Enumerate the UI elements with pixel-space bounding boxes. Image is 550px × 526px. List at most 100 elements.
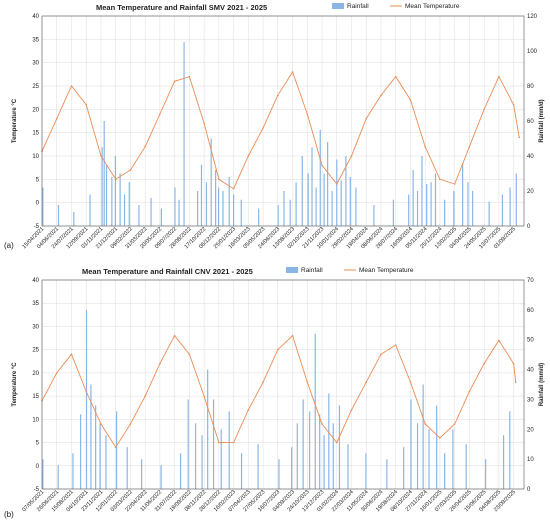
rainfall-bar	[291, 447, 293, 489]
temperature-point	[424, 145, 426, 148]
rainfall-bar	[115, 411, 118, 489]
temperature-point	[203, 122, 205, 125]
temperature-point	[144, 395, 146, 397]
temperature-point	[232, 187, 235, 190]
rainfall-bar	[119, 173, 121, 226]
temperature-point	[129, 423, 132, 425]
rainfall-bar	[444, 199, 446, 226]
temperature-point	[291, 334, 294, 337]
rainfall-bar	[57, 205, 60, 226]
rainfall-bar	[319, 129, 321, 226]
rainfall-bar	[179, 453, 182, 489]
temperature-point	[514, 381, 517, 383]
plot-frame	[41, 15, 525, 227]
y2-tick-label: 60	[527, 308, 534, 314]
rainfall-bar	[403, 447, 405, 489]
y-tick-label: 35	[32, 37, 39, 43]
rainfall-bar	[416, 423, 419, 489]
y2-tick-label: 20	[527, 427, 534, 433]
rainfall-bar	[138, 205, 140, 226]
temperature-point	[321, 164, 323, 167]
temperature-point	[518, 136, 521, 139]
temperature-point	[424, 423, 426, 425]
y-tick-label: 25	[32, 348, 39, 354]
temperature-point	[173, 334, 176, 337]
temperature-point	[483, 108, 485, 111]
rainfall-bar	[515, 173, 517, 226]
temperature-point	[498, 339, 500, 342]
y-tick-label: 35	[32, 301, 39, 307]
rainfall-bar	[200, 164, 203, 226]
temperature-point	[262, 381, 264, 383]
rainfall-bar	[355, 187, 357, 226]
temperature-point	[321, 423, 323, 425]
rainfall-bar	[111, 177, 113, 226]
temperature-point	[262, 127, 264, 129]
rainfall-bar	[340, 180, 342, 226]
rainfall-bar	[315, 187, 317, 226]
y2-tick-label: 0	[527, 224, 531, 230]
y-tick-label: 20	[32, 107, 39, 113]
rainfall-bar	[105, 164, 108, 226]
rainfall-bar	[430, 182, 432, 226]
rainfall-bar	[410, 399, 412, 489]
rainfall-bar	[228, 177, 230, 226]
rainfall-bar	[257, 444, 259, 489]
rainfall-bar	[345, 156, 347, 226]
y-tick-label: 20	[32, 371, 39, 377]
rainfall-bar	[416, 191, 419, 226]
temperature-point	[335, 183, 338, 185]
rainfall-bar	[150, 198, 152, 226]
rainfall-bar	[301, 156, 303, 226]
temperature-point	[394, 344, 397, 346]
rainfall-bar	[240, 453, 243, 489]
temperature-point	[498, 75, 500, 78]
temperature-point	[453, 423, 456, 425]
y-tick-label: 10	[32, 154, 39, 160]
temperature-point	[218, 178, 220, 181]
y-tick-label: 25	[32, 84, 39, 90]
y-tick-label: 40	[32, 14, 39, 20]
rainfall-bar	[349, 177, 351, 226]
chart-panel-a: -5051015202530354002040608010012015/04/2…	[4, 3, 545, 250]
rainfall-bar	[386, 459, 388, 489]
temperature-point	[409, 381, 412, 383]
y-tick-label: 5	[36, 441, 40, 447]
legend-rainfall-label: Rainfall	[301, 267, 323, 274]
rainfall-bar	[90, 384, 92, 489]
y2-tick-label: 40	[527, 154, 534, 160]
y2-axis-title: Rainfall (mm/d)	[539, 363, 545, 406]
temperature-point	[335, 441, 338, 444]
legend-rainfall-label: Rainfall	[347, 3, 369, 10]
temperature-point	[439, 437, 441, 439]
rainfall-bar	[436, 405, 438, 489]
temperature-line	[41, 334, 517, 449]
rainfall-bar	[126, 447, 128, 489]
rainfall-bar	[421, 156, 423, 226]
temperature-point	[394, 75, 397, 78]
rainfall-bar	[323, 173, 325, 226]
rainfall-bar	[105, 435, 107, 489]
temperature-point	[144, 145, 146, 148]
rainfall-bar	[472, 191, 474, 226]
rainfall-bar	[501, 194, 504, 226]
rainfall-bar	[467, 182, 469, 226]
rainfall-bar	[99, 423, 101, 489]
rainfall-bar	[114, 156, 116, 226]
rainfall-bar	[85, 309, 88, 489]
rainfall-bar	[95, 405, 97, 489]
rainfall-bar	[278, 459, 280, 489]
rainfall-bar	[462, 163, 464, 226]
y-tick-label: 5	[36, 177, 40, 183]
rainfall-bar	[332, 423, 334, 489]
legend-rainfall-swatch	[332, 3, 344, 9]
rainfall-bar	[210, 138, 212, 226]
rainfall-bar	[307, 173, 309, 226]
y-axis-title: Temperature °C	[12, 98, 18, 143]
panel-label: (a)	[4, 241, 14, 250]
temperature-point	[306, 113, 309, 115]
rainfall-bar	[392, 199, 394, 226]
rainfall-bar	[408, 194, 410, 226]
y2-tick-label: 50	[527, 338, 534, 344]
